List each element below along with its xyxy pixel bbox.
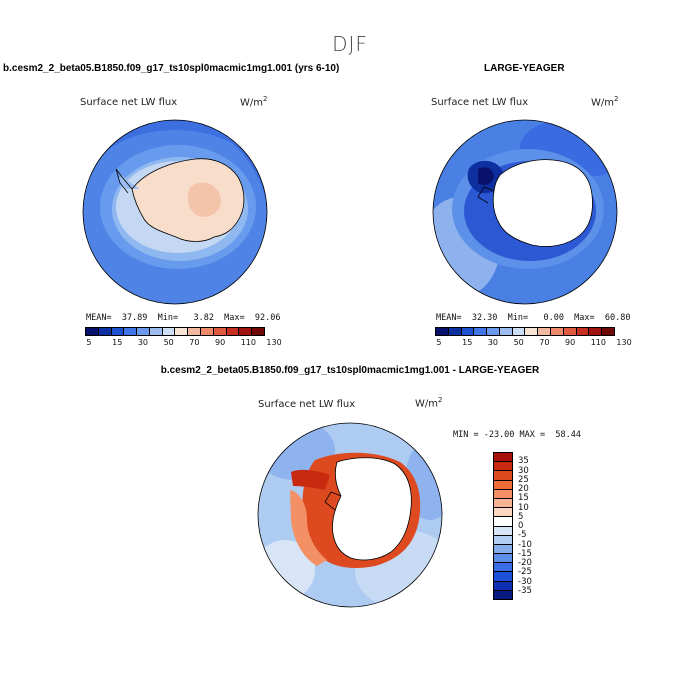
obs-colorbar-label: 90: [565, 338, 576, 347]
case-colorbar-labels: 5 15 30 50 70 90 110 130: [85, 338, 281, 350]
diff-colorbar-swatch: [494, 480, 512, 490]
case-colorbar-swatch: [137, 328, 150, 335]
case-colorbar-swatch: [188, 328, 202, 335]
diff-colorbar-label: -10: [518, 539, 532, 550]
diff-units: W/m2: [415, 396, 443, 410]
diff-colorbar-label: 25: [518, 474, 529, 485]
obs-colorbar-swatch: [512, 328, 526, 335]
diff-colorbar-label: -15: [518, 548, 532, 559]
case-colorbar-swatch: [111, 328, 125, 335]
diff-colorbar-labels: 35 30 25 20 15 10 5 0 -5 -10 -15 -20 -25 -30 -35: [518, 452, 558, 600]
obs-colorbar-swatch: [487, 328, 500, 335]
obs-colorbar-swatch: [538, 328, 552, 335]
obs-colorbar: [435, 327, 615, 336]
obs-colorbar-swatch: [589, 328, 603, 335]
obs-colorbar-labels: 5 15 30 50 70 90 110 130: [435, 338, 631, 350]
obs-colorbar-swatch: [602, 328, 614, 335]
diff-colorbar-swatch: [494, 563, 512, 573]
diff-colorbar-label: 20: [518, 484, 529, 494]
obs-polar-map: [432, 119, 618, 305]
diff-colorbar-label: 15: [518, 493, 529, 504]
diff-colorbar: [493, 452, 513, 600]
diff-colorbar-swatch: [494, 544, 512, 555]
diff-variable-label: Surface net LW flux: [258, 399, 356, 410]
obs-colorbar-label: 110: [590, 338, 606, 347]
diff-colorbar-label: -35: [518, 585, 532, 596]
diff-colorbar-label: 35: [518, 456, 529, 467]
diff-colorbar-swatch: [494, 590, 512, 599]
case-colorbar-swatch: [162, 328, 176, 335]
obs-colorbar-swatch: [436, 328, 449, 335]
case-colorbar-swatch: [252, 328, 264, 335]
diff-colorbar-swatch: [494, 535, 512, 545]
case-polar-map: [82, 119, 268, 305]
diff-colorbar-label: 30: [518, 465, 529, 476]
diff-colorbar-swatch: [494, 554, 512, 564]
diff-colorbar-swatch: [494, 508, 512, 518]
diff-colorbar-label: 0: [518, 521, 524, 531]
case-title: b.cesm2_2_beta05.B1850.f09_g17_ts10spl0m…: [3, 63, 340, 74]
obs-colorbar-swatch: [499, 328, 513, 335]
diff-colorbar-swatch: [494, 471, 512, 481]
case-colorbar-label: 15: [112, 338, 123, 347]
case-colorbar-swatch: [213, 328, 227, 335]
obs-colorbar-swatch: [448, 328, 462, 335]
obs-units: W/m2: [591, 95, 619, 109]
obs-colorbar-label: 130: [616, 338, 632, 347]
obs-colorbar-label: 30: [487, 338, 499, 347]
case-colorbar-label: 30: [137, 338, 149, 347]
case-colorbar-label: 130: [266, 338, 282, 347]
obs-colorbar-swatch: [576, 328, 590, 335]
diff-colorbar-swatch: [494, 489, 512, 499]
diff-colorbar-swatch: [494, 572, 512, 582]
case-colorbar-swatch: [201, 328, 214, 335]
obs-colorbar-label: 15: [462, 338, 473, 347]
case-colorbar-label: 110: [240, 338, 256, 347]
diff-colorbar-label: -30: [518, 576, 532, 587]
case-variable-label: Surface net LW flux: [80, 97, 178, 108]
case-colorbar-label: 70: [189, 338, 200, 347]
diff-colorbar-label: -5: [518, 530, 527, 541]
case-colorbar-swatch: [98, 328, 112, 335]
diff-colorbar-swatch: [494, 462, 512, 472]
diff-colorbar-swatch: [494, 498, 512, 509]
obs-colorbar-swatch: [551, 328, 564, 335]
obs-colorbar-label: 5: [436, 338, 442, 347]
case-colorbar-swatch: [86, 328, 99, 335]
case-stats: MEAN= 37.89 Min= 3.82 Max= 92.06: [86, 313, 281, 323]
diff-colorbar-label: 5: [518, 511, 524, 522]
diff-colorbar-label: -25: [518, 567, 532, 578]
case-colorbar-swatch: [175, 328, 189, 335]
diff-stats: MIN = -23.00 MAX = 58.44: [453, 430, 581, 440]
case-colorbar-swatch: [239, 328, 253, 335]
diff-colorbar-swatch: [494, 581, 512, 591]
case-colorbar-label: 90: [215, 338, 226, 347]
obs-colorbar-swatch: [525, 328, 539, 335]
case-colorbar: [85, 327, 265, 336]
obs-title: LARGE-YEAGER: [484, 63, 565, 74]
case-colorbar-label: 5: [86, 338, 92, 347]
case-colorbar-swatch: [226, 328, 240, 335]
obs-colorbar-label: 70: [539, 338, 550, 347]
obs-colorbar-swatch: [461, 328, 475, 335]
obs-colorbar-swatch: [563, 328, 577, 335]
case-colorbar-label: 50: [163, 338, 174, 347]
diff-colorbar-label: -20: [518, 558, 532, 568]
obs-stats: MEAN= 32.30 Min= 0.00 Max= 60.80: [436, 313, 631, 323]
diff-colorbar-swatch: [494, 526, 512, 536]
diff-polar-map: [257, 422, 443, 608]
case-colorbar-swatch: [124, 328, 138, 335]
diff-title: b.cesm2_2_beta05.B1850.f09_g17_ts10spl0m…: [160, 365, 540, 376]
obs-colorbar-swatch: [474, 328, 488, 335]
obs-colorbar-label: 50: [513, 338, 524, 347]
case-units: W/m2: [240, 95, 268, 109]
diff-colorbar-label: 10: [518, 502, 529, 513]
diff-colorbar-swatch: [494, 453, 512, 463]
diff-colorbar-swatch: [494, 517, 512, 527]
case-colorbar-swatch: [149, 328, 163, 335]
obs-variable-label: Surface net LW flux: [431, 97, 529, 108]
season-title: DJF: [332, 32, 368, 56]
